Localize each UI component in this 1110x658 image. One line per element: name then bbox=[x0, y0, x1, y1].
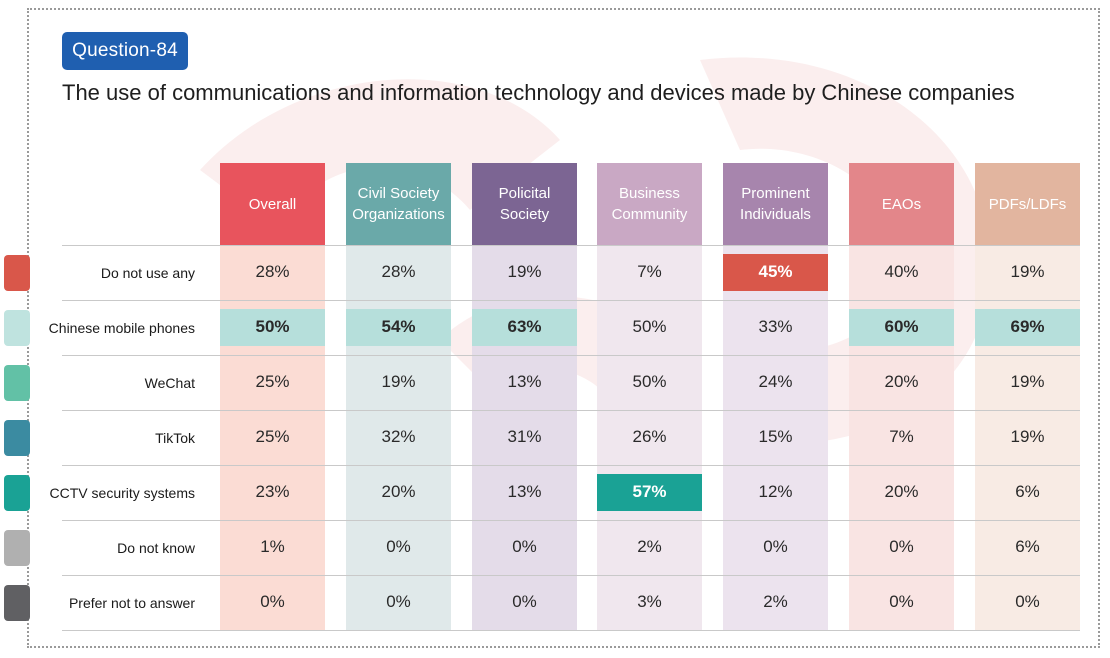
row-divider bbox=[62, 575, 1080, 576]
data-cell: 50% bbox=[255, 317, 290, 336]
highlight-cell bbox=[220, 309, 325, 346]
data-cell: 57% bbox=[632, 482, 667, 501]
data-cell: 19% bbox=[507, 262, 542, 281]
row-color-swatch bbox=[4, 365, 30, 401]
highlight-cell bbox=[346, 309, 451, 346]
data-cell: 7% bbox=[637, 262, 662, 281]
question-badge: Question-84 bbox=[62, 32, 188, 70]
data-cell: 28% bbox=[255, 262, 290, 281]
highlight-cell bbox=[723, 254, 828, 291]
data-cell: 23% bbox=[255, 482, 290, 501]
row-divider bbox=[62, 410, 1080, 411]
data-cell: 31% bbox=[507, 427, 542, 446]
data-cell: 26% bbox=[632, 427, 667, 446]
highlight-cell bbox=[472, 309, 577, 346]
data-cell: 7% bbox=[889, 427, 914, 446]
data-cell: 15% bbox=[758, 427, 793, 446]
data-cell: 0% bbox=[889, 537, 914, 556]
data-cell: 33% bbox=[758, 317, 793, 336]
data-cell: 1% bbox=[260, 537, 285, 556]
data-cell: 3% bbox=[637, 592, 662, 611]
data-cell: 19% bbox=[381, 372, 416, 391]
row-divider bbox=[62, 520, 1080, 521]
row-color-swatch bbox=[4, 255, 30, 291]
data-cell: 50% bbox=[632, 317, 667, 336]
column-header: Civil Society Organizations bbox=[346, 163, 451, 245]
highlight-cell bbox=[975, 309, 1080, 346]
data-cell: 6% bbox=[1015, 537, 1040, 556]
data-cell: 0% bbox=[386, 537, 411, 556]
row-color-swatch bbox=[4, 310, 30, 346]
data-cell: 24% bbox=[758, 372, 793, 391]
row-color-swatch bbox=[4, 585, 30, 621]
column-header: Policital Society bbox=[472, 163, 577, 245]
data-cell: 0% bbox=[260, 592, 285, 611]
row-color-swatch bbox=[4, 530, 30, 566]
row-label: Do not know bbox=[117, 540, 195, 556]
data-cell: 0% bbox=[763, 537, 788, 556]
data-cell: 0% bbox=[512, 592, 537, 611]
data-cell: 20% bbox=[381, 482, 416, 501]
row-divider bbox=[62, 300, 1080, 301]
data-cell: 0% bbox=[889, 592, 914, 611]
data-cell: 19% bbox=[1010, 427, 1045, 446]
row-divider bbox=[62, 245, 1080, 246]
column-header: Prominent Individuals bbox=[723, 163, 828, 245]
data-cell: 20% bbox=[884, 482, 919, 501]
row-label: Do not use any bbox=[100, 265, 195, 281]
row-color-swatch bbox=[4, 475, 30, 511]
data-cell: 19% bbox=[1010, 262, 1045, 281]
column-header: Business Community bbox=[597, 163, 702, 245]
row-label: TikTok bbox=[155, 430, 195, 446]
data-cell: 69% bbox=[1010, 317, 1045, 336]
row-label: Chinese mobile phones bbox=[48, 320, 195, 336]
data-cell: 13% bbox=[507, 482, 542, 501]
row-color-swatch bbox=[4, 420, 30, 456]
row-divider bbox=[62, 630, 1080, 631]
data-cell: 40% bbox=[884, 262, 919, 281]
data-cell: 25% bbox=[255, 427, 290, 446]
column-header: PDFs/LDFs bbox=[975, 163, 1080, 245]
data-cell: 32% bbox=[381, 427, 416, 446]
data-cell: 13% bbox=[507, 372, 542, 391]
row-divider bbox=[62, 465, 1080, 466]
row-label: WeChat bbox=[144, 375, 195, 391]
data-cell: 0% bbox=[1015, 592, 1040, 611]
data-cell: 2% bbox=[637, 537, 662, 556]
data-cell: 2% bbox=[763, 592, 788, 611]
data-cell: 12% bbox=[758, 482, 793, 501]
data-cell: 50% bbox=[632, 372, 667, 391]
data-cell: 63% bbox=[507, 317, 542, 336]
column-header: Overall bbox=[220, 163, 325, 245]
data-cell: 0% bbox=[512, 537, 537, 556]
highlight-cell bbox=[849, 309, 954, 346]
data-cell: 25% bbox=[255, 372, 290, 391]
data-cell: 0% bbox=[386, 592, 411, 611]
data-cell: 6% bbox=[1015, 482, 1040, 501]
column-header: EAOs bbox=[849, 163, 954, 245]
chart-title: The use of communications and informatio… bbox=[62, 80, 1015, 105]
row-label: Prefer not to answer bbox=[68, 595, 195, 611]
data-cell: 19% bbox=[1010, 372, 1045, 391]
row-divider bbox=[62, 355, 1080, 356]
data-cell: 20% bbox=[884, 372, 919, 391]
data-cell: 60% bbox=[884, 317, 919, 336]
row-label: CCTV security systems bbox=[49, 485, 195, 501]
data-cell: 45% bbox=[758, 262, 793, 281]
data-cell: 28% bbox=[381, 262, 416, 281]
data-cell: 54% bbox=[381, 317, 416, 336]
highlight-cell bbox=[597, 474, 702, 511]
